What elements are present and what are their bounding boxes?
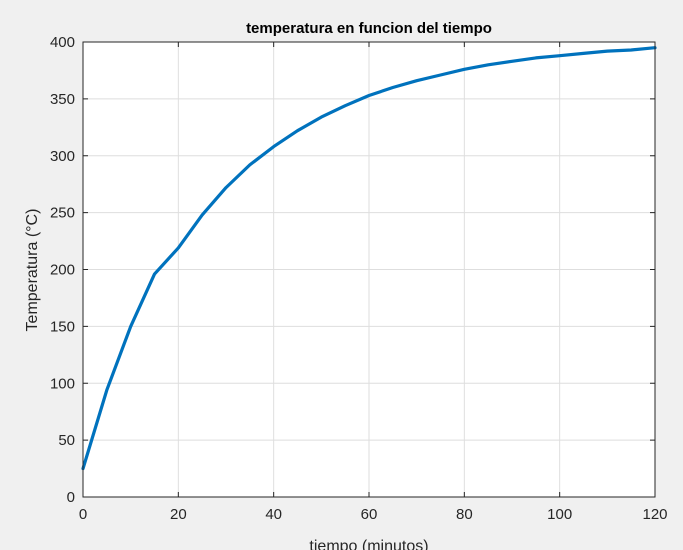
x-tick-label: 20	[170, 506, 187, 523]
y-tick-label: 350	[50, 91, 75, 108]
series-group	[81, 46, 657, 471]
y-tick-label: 50	[58, 432, 75, 449]
x-tick-label: 60	[361, 506, 378, 523]
y-tick-label: 200	[50, 262, 75, 279]
y-tick-label: 400	[50, 34, 75, 51]
y-tick-label: 100	[50, 375, 75, 392]
x-tick-label: 120	[642, 506, 667, 523]
x-tick-label: 80	[456, 506, 473, 523]
series-line	[81, 46, 657, 471]
y-tick-label: 250	[50, 205, 75, 222]
y-tick-label: 150	[50, 318, 75, 335]
chart-title: temperatura en funcion del tiempo	[246, 20, 492, 37]
y-axis-label: Temperatura (°C)	[24, 209, 41, 332]
y-tick-label: 300	[50, 148, 75, 165]
ticks: 0 20 40 60 80 100 120 0 50 100 150 200 250 300 350 400	[50, 34, 668, 523]
x-tick-label: 40	[265, 506, 282, 523]
x-axis-label: tiempo (minutos)	[309, 538, 428, 550]
x-tick-label: 100	[547, 506, 572, 523]
x-tick-label: 0	[79, 506, 87, 523]
y-tick-label: 0	[67, 489, 75, 506]
